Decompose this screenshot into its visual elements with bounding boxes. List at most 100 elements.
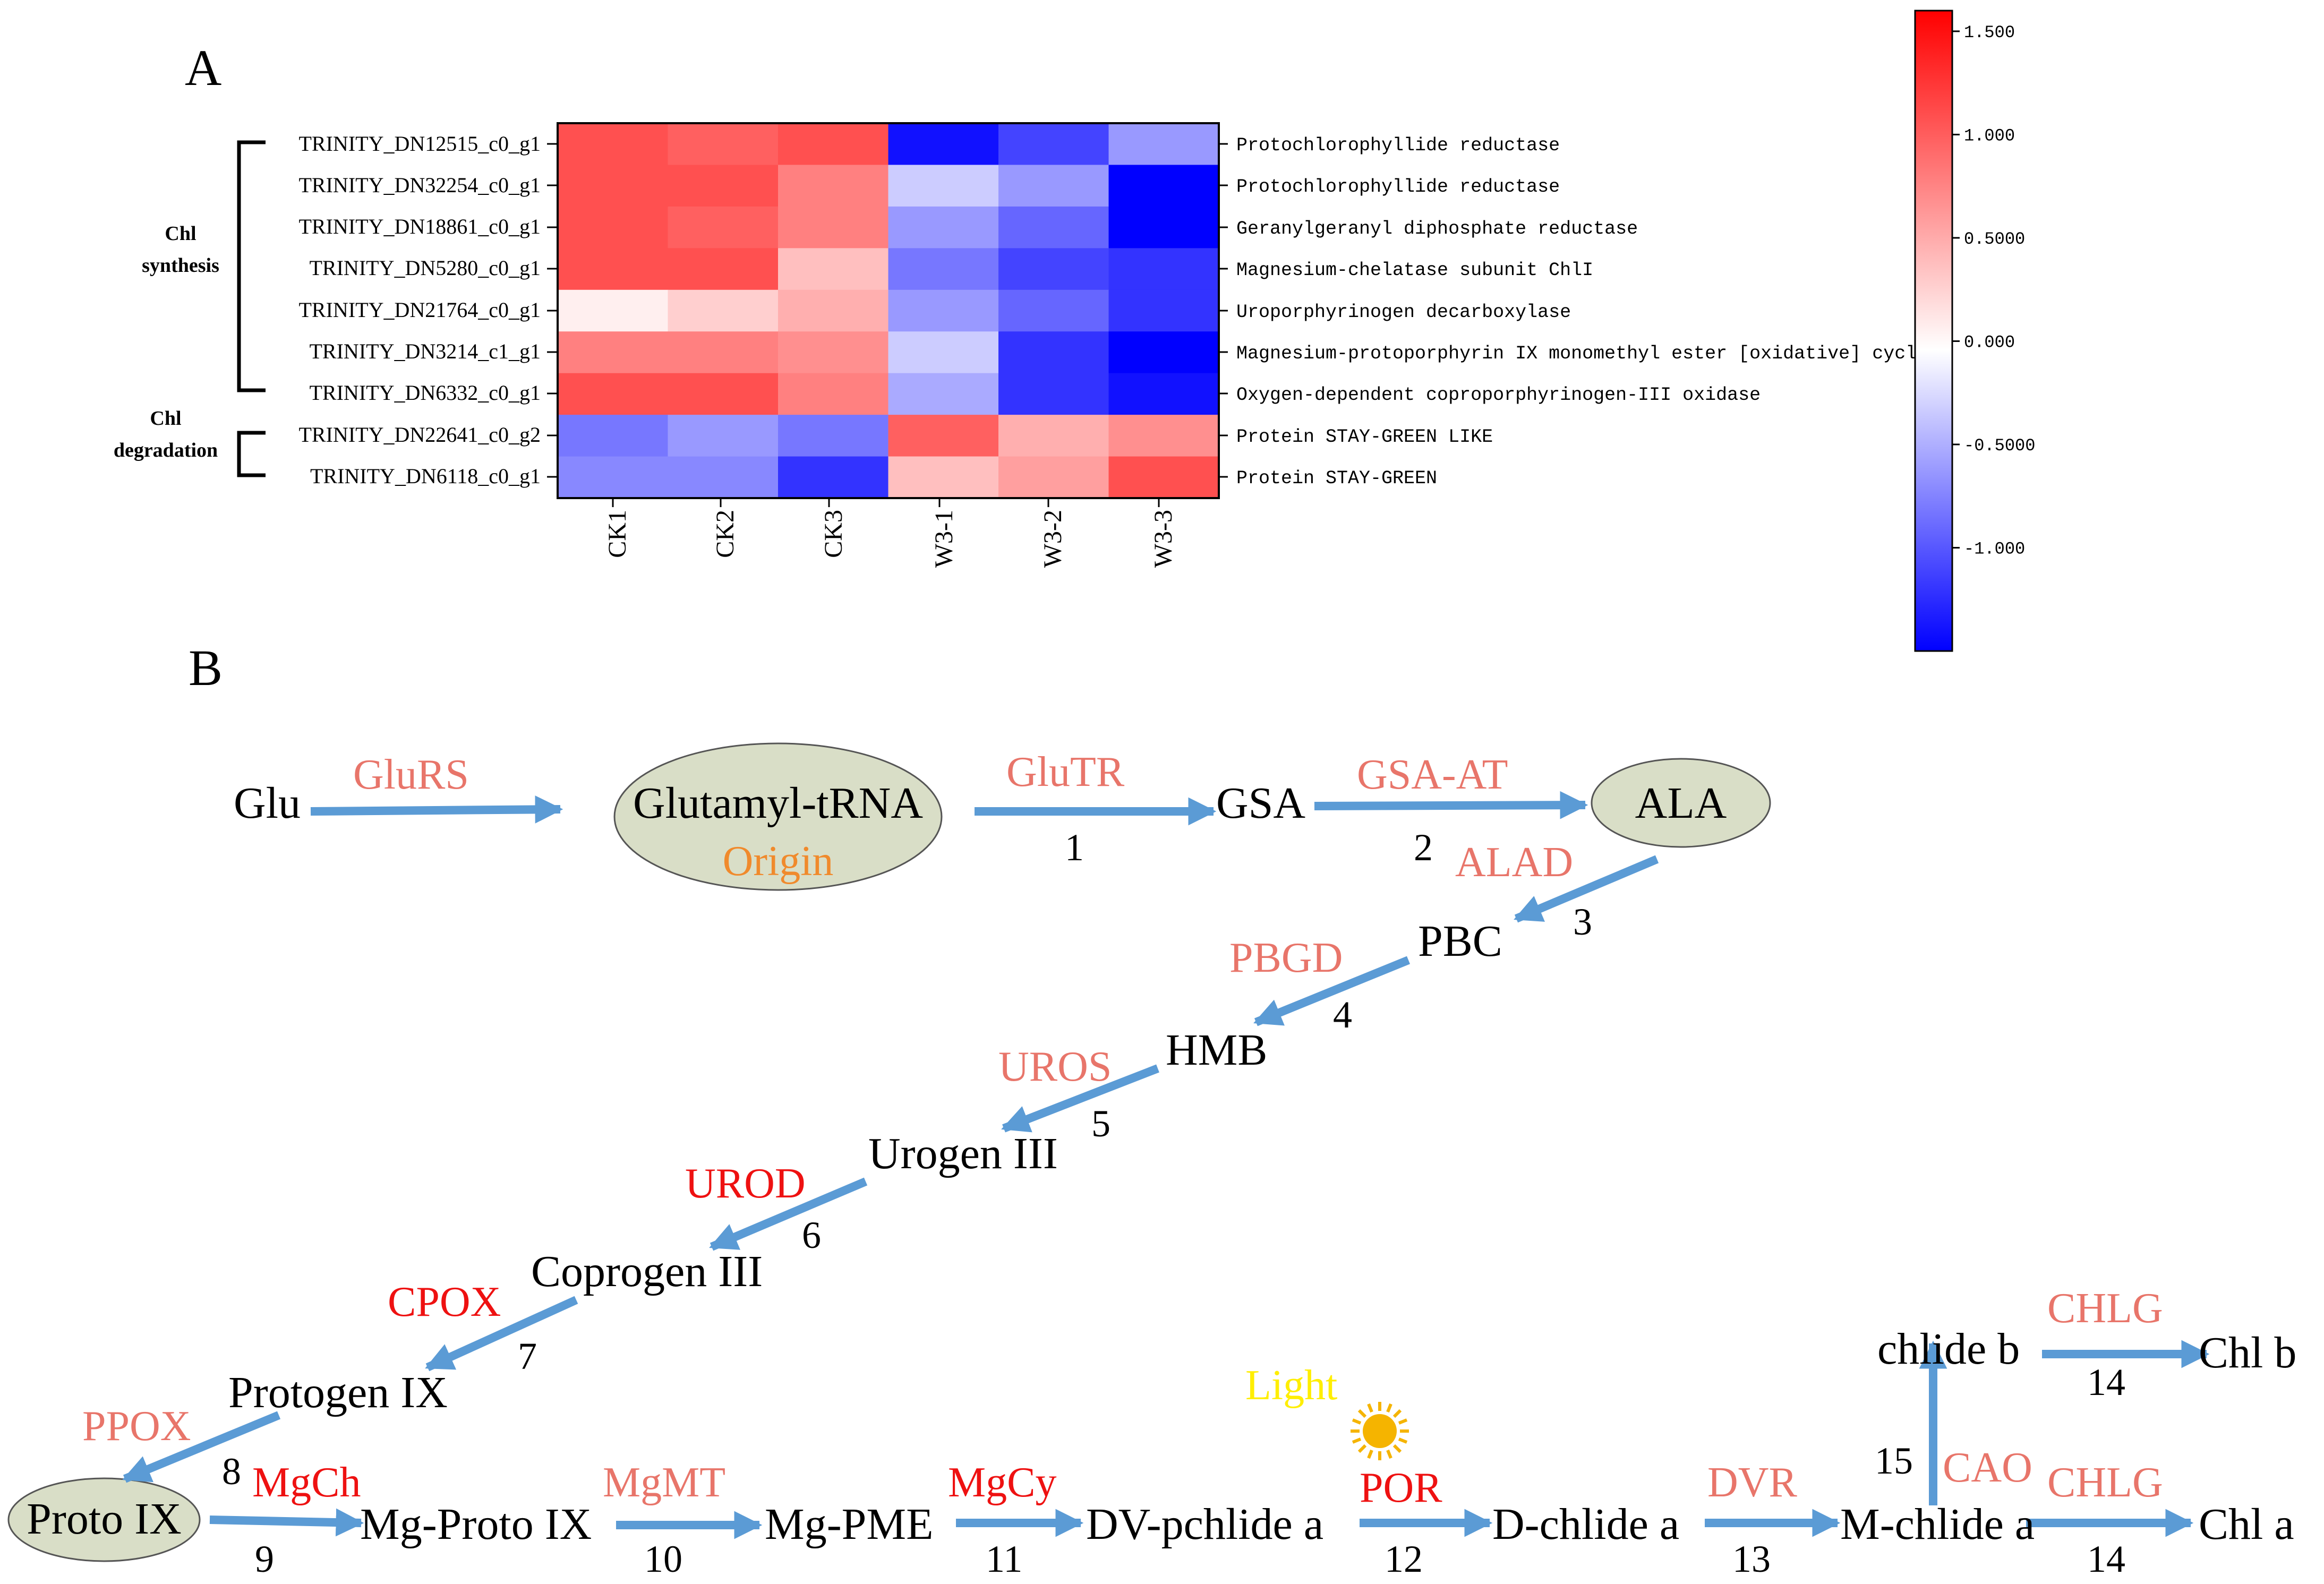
- sample-label: W3-3: [1149, 510, 1177, 568]
- heatmap-cell: [558, 289, 669, 332]
- heatmap-cell: [998, 456, 1109, 499]
- degradation-bracket: [237, 431, 266, 477]
- node-glutamyl-trna: Glutamyl-tRNA: [633, 778, 923, 828]
- proto-ix-ellipse: [7, 1477, 201, 1562]
- colorbar-ticks: 1.500 1.000 0.5000 0.000 -0.5000 -1.000: [1952, 23, 2035, 559]
- step-number: 10: [644, 1538, 682, 1580]
- colorbar-tick-label: -0.5000: [1964, 436, 2035, 456]
- enzyme-glurs: GluRS: [353, 751, 469, 798]
- heatmap-cell: [778, 248, 889, 290]
- sun-icon: [1351, 1402, 1409, 1460]
- panel-b-label: B: [189, 639, 223, 696]
- heatmap-cell: [558, 248, 669, 290]
- node-urogen-iii: Urogen III: [868, 1129, 1058, 1178]
- node-d-chlide-a: D-chlide a: [1492, 1500, 1679, 1549]
- node-protogen-ix: Protogen IX: [228, 1368, 448, 1417]
- gene-label: TRINITY_DN22641_c0_g2: [299, 423, 541, 447]
- heatmap-cell: [888, 415, 999, 457]
- enzyme-glutr: GluTR: [1006, 749, 1125, 795]
- heatmap-cell: [778, 289, 889, 332]
- enzyme-urod: UROD: [685, 1160, 806, 1207]
- colorbar-tick-label: 1.500: [1964, 23, 2015, 42]
- step-number: 14: [2087, 1538, 2125, 1580]
- gene-annotations: Protochlorophyllide reductase Protochlor…: [1236, 135, 1950, 489]
- gene-label: TRINITY_DN18861_c0_g1: [299, 215, 541, 238]
- node-chl-a: Chl a: [2199, 1500, 2294, 1549]
- heatmap-cell: [558, 415, 669, 457]
- heatmap-cell: [778, 373, 889, 415]
- node-ala: ALA: [1635, 778, 1727, 828]
- heatmap-cell: [558, 456, 669, 499]
- pathway-arrows: [122, 791, 2210, 1539]
- node-mg-proto-ix: Mg-Proto IX: [360, 1500, 592, 1549]
- synthesis-bracket: [237, 140, 266, 392]
- heatmap-cell: [998, 248, 1109, 290]
- enzyme-gsa-at: GSA-AT: [1357, 751, 1508, 798]
- step-numbers: 1 2 3 4 5 6 7 8 9 10 11 12 13 14 14 15: [222, 826, 2125, 1580]
- arrow: [122, 1411, 281, 1483]
- enzyme-cao: CAO: [1943, 1444, 2032, 1491]
- enzyme-ppox: PPOX: [82, 1403, 191, 1450]
- sample-label: W3-1: [930, 510, 958, 568]
- step-number: 6: [802, 1214, 821, 1256]
- heatmap-cell: [558, 331, 669, 374]
- gene-label: TRINITY_DN5280_c0_g1: [310, 256, 541, 280]
- heatmap-cell: [558, 206, 669, 249]
- heatmap-cell: [778, 415, 889, 457]
- arrow: [709, 1177, 868, 1251]
- heatmap-cell: [998, 206, 1109, 249]
- sample-label: CK1: [603, 510, 631, 558]
- heatmap-cell: [558, 373, 669, 415]
- arrow: [1001, 1064, 1159, 1133]
- sample-labels: CK1 CK2 CK3 W3-1 W3-2 W3-3: [603, 510, 1177, 568]
- sample-label: CK2: [711, 510, 739, 558]
- node-m-chlide-a: M-chlide a: [1840, 1500, 2035, 1549]
- arrow: [1514, 855, 1659, 923]
- heatmap-cell: [778, 165, 889, 207]
- heatmap-cell: [888, 165, 999, 207]
- colorbar-tick-label: -1.000: [1964, 539, 2025, 559]
- gene-label: TRINITY_DN32254_c0_g1: [299, 173, 541, 197]
- heatmap-cell: [558, 123, 669, 166]
- heatmap-cell: [668, 289, 779, 332]
- group-labels: Chl synthesis Chl degradation: [114, 222, 219, 461]
- heatmap-cell: [1108, 206, 1219, 249]
- step-number: 8: [222, 1450, 241, 1493]
- enzyme-mgcy: MgCy: [948, 1459, 1057, 1506]
- node-dv-pchlide-a: DV-pchlide a: [1086, 1500, 1323, 1549]
- heatmap-cell: [1108, 331, 1219, 374]
- heatmap-cell: [998, 123, 1109, 166]
- heatmap-cell: [998, 415, 1109, 457]
- sample-label: W3-2: [1039, 510, 1067, 568]
- group-label: Chl: [150, 407, 181, 430]
- heatmap-cell: [888, 331, 999, 374]
- gene-label: TRINITY_DN21764_c0_g1: [299, 298, 541, 322]
- heatmap-cell: [1108, 373, 1219, 415]
- gene-label: TRINITY_DN6332_c0_g1: [310, 381, 541, 405]
- node-pbc: PBC: [1418, 917, 1502, 966]
- step-number: 13: [1732, 1538, 1771, 1580]
- heatmap-cell: [998, 165, 1109, 207]
- heatmap: [558, 123, 1219, 499]
- node-mg-pme: Mg-PME: [765, 1500, 933, 1549]
- step-number: 5: [1091, 1102, 1110, 1145]
- heatmap-cell: [888, 456, 999, 499]
- enzyme-dvr: DVR: [1707, 1459, 1798, 1506]
- enzyme-chlg-b: CHLG: [2047, 1285, 2163, 1332]
- heatmap-cell: [1108, 456, 1219, 499]
- step-number: 15: [1875, 1440, 1913, 1482]
- glutamyl-trna-ellipse: [613, 742, 943, 891]
- metabolite-labels: Glu Glutamyl-tRNA GSA ALA PBC HMB Urogen…: [27, 778, 2296, 1549]
- column-ticks: [612, 498, 1160, 507]
- heatmap-cell: [778, 123, 889, 166]
- heatmap-cell: [668, 373, 779, 415]
- heatmap-cell: [668, 248, 779, 290]
- annotation-label: Magnesium-chelatase subunit ChlI: [1236, 260, 1593, 281]
- gene-label: TRINITY_DN6118_c0_g1: [310, 464, 541, 488]
- step-number: 7: [518, 1335, 537, 1377]
- node-coprogen-iii: Coprogen III: [531, 1247, 763, 1296]
- step-number: 1: [1065, 826, 1084, 869]
- colorbar: [1914, 10, 1953, 652]
- panel-b: B Glu Glutamyl-tRNA: [7, 639, 2296, 1580]
- arrow: [310, 795, 563, 824]
